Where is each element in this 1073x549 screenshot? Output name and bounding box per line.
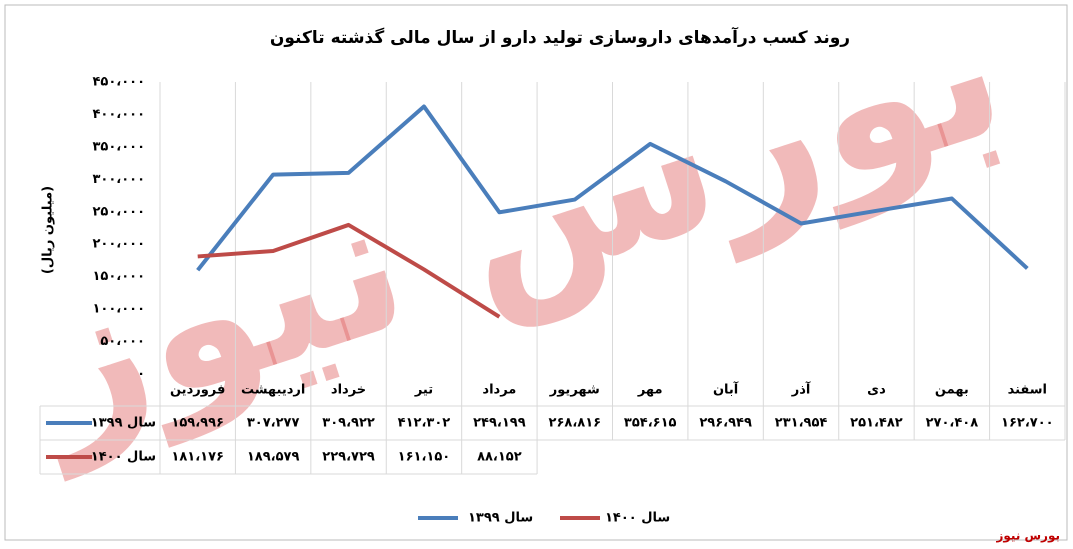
table-value: ۲۹۶،۹۴۹	[699, 416, 752, 431]
y-tick-label: ۳۵۰،۰۰۰	[92, 139, 145, 154]
table-value: ۱۸۹،۵۷۹	[247, 450, 300, 465]
table-value: ۴۱۲،۳۰۲	[398, 416, 451, 431]
x-tick-label: آذر	[791, 381, 811, 398]
x-tick-label: خرداد	[331, 383, 366, 398]
table-value: ۱۵۹،۹۹۶	[171, 416, 224, 431]
footer: بورس نیوز	[995, 529, 1060, 544]
x-tick-label: بهمن	[935, 383, 969, 398]
chart-frame	[4, 4, 1068, 541]
table-value: ۱۶۱،۱۵۰	[398, 450, 451, 465]
series-line	[196, 104, 1029, 272]
x-tick-label: مرداد	[482, 383, 516, 398]
y-tick-label: ۴۵۰،۰۰۰	[92, 75, 145, 90]
table-value: ۲۷۰،۴۰۸	[926, 416, 979, 431]
table-value: ۸۸،۱۵۲	[477, 450, 522, 465]
table-value: ۲۳۱،۹۵۴	[775, 416, 828, 431]
table-value: ۲۲۹،۷۲۹	[322, 450, 375, 465]
x-tick-label: دی	[867, 383, 886, 398]
table-value: ۳۵۴،۶۱۵	[624, 416, 677, 431]
y-tick-label: ۵۰،۰۰۰	[100, 334, 145, 349]
table-row-header: سال ۱۳۹۹	[91, 416, 156, 431]
table-value: ۲۶۸،۸۱۶	[549, 416, 602, 431]
x-tick-label: شهریور	[549, 383, 600, 398]
y-tick-label: ۱۵۰،۰۰۰	[92, 269, 145, 284]
y-axis-label: (میلیون ریال)	[41, 186, 56, 274]
legend-label: سال ۱۴۰۰	[605, 511, 670, 526]
y-tick-label: ۲۵۰،۰۰۰	[92, 204, 145, 219]
series-line	[197, 222, 501, 319]
table-value: ۱۸۱،۱۷۶	[171, 450, 224, 465]
chart-title: روند کسب درآمدهای داروسازی تولید دارو از…	[270, 26, 850, 48]
table-value: ۲۴۹،۱۹۹	[473, 416, 526, 431]
x-tick-label: آبان	[713, 381, 739, 398]
y-tick-label: ۴۰۰،۰۰۰	[92, 107, 145, 122]
table-value: ۳۰۷،۲۷۷	[247, 416, 300, 431]
x-tick-label: فروردین	[170, 383, 225, 398]
table-value: ۲۵۱،۴۸۲	[850, 416, 903, 431]
y-tick-label: ٠	[137, 367, 145, 382]
x-tick-label: اردیبهشت	[241, 383, 305, 398]
table-value: ۳۰۹،۹۲۲	[322, 416, 375, 431]
x-tick-label: تیر	[414, 383, 433, 398]
legend-label: سال ۱۳۹۹	[468, 511, 533, 526]
x-tick-label: اسفند	[1008, 383, 1047, 398]
y-tick-label: ۲۰۰،۰۰۰	[92, 237, 145, 252]
table-value: ۱۶۲،۷۰۰	[1001, 416, 1054, 431]
y-tick-label: ۱۰۰،۰۰۰	[92, 302, 145, 317]
x-tick-label: مهر	[637, 383, 663, 398]
table-row-header: سال ۱۴۰۰	[91, 450, 156, 465]
y-tick-label: ۳۰۰،۰۰۰	[92, 172, 145, 187]
